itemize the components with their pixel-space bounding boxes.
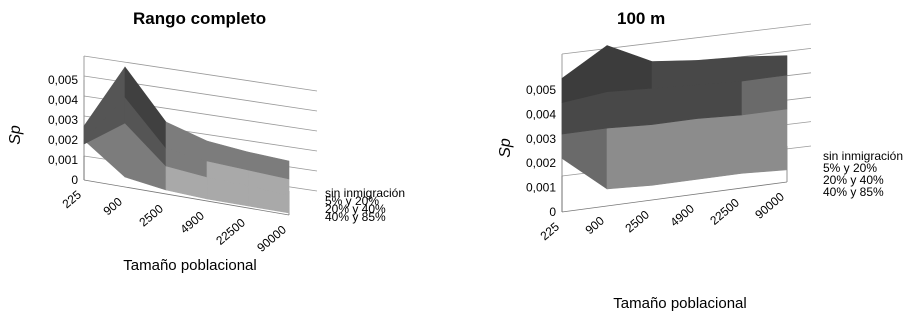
x-axis-title: Tamaño poblacional (123, 257, 256, 274)
x-tick-label: 4900 (667, 201, 697, 229)
y-tick-label: 0,004 (48, 93, 78, 107)
surface (561, 45, 788, 190)
x-tick-label: 22500 (213, 215, 248, 247)
surface-patch (741, 55, 788, 82)
x-tick-label: 225 (60, 187, 85, 211)
chart-panel-rango-completo: Rango completo 0 0,001 0,002 0,003 0,004 0,00… (0, 0, 450, 320)
x-tick-label: 900 (583, 213, 608, 237)
surface-patch (651, 118, 698, 186)
floor-front-edge (561, 181, 788, 213)
x-tick-label: 90000 (254, 222, 289, 254)
y-tick-label: 0 (71, 173, 78, 187)
gridline-back (83, 55, 318, 92)
depth-label: 20% y 40% (823, 173, 884, 187)
y-tick-label: 0,003 (48, 113, 78, 127)
y-tick-label: 0,005 (526, 83, 556, 97)
y-tick-label: 0,002 (48, 133, 78, 147)
depth-label: sin inmigración (325, 186, 405, 200)
depth-label: sin inmigración (823, 149, 903, 163)
depth-label: 40% y 85% (325, 210, 386, 224)
y-tick-label: 0,003 (526, 132, 556, 146)
x-tick-label: 22500 (707, 195, 742, 227)
chart-svg-100m: 0 0,001 0,002 0,003 0,004 0,005 225 900 2500 4900… (497, 23, 903, 312)
surface-patch (606, 87, 653, 129)
y-tick-label: 0,001 (526, 181, 556, 195)
surface-patch (651, 84, 698, 125)
surface-patch (696, 56, 743, 85)
surface-patch (741, 108, 788, 174)
x-tick-label: 225 (538, 219, 563, 243)
chart-title: Rango completo (133, 9, 267, 28)
surface-patch (561, 127, 608, 190)
floor-front-edge (83, 179, 290, 216)
x-axis-title: Tamaño poblacional (613, 295, 746, 312)
surface-patch (696, 114, 743, 180)
surface-patch (606, 124, 653, 190)
y-tick-label: 0 (549, 205, 556, 219)
depth-label: 5% y 20% (325, 194, 379, 208)
y-tick-label: 0,001 (48, 153, 78, 167)
x-tick-label: 900 (101, 194, 126, 218)
chart-title: 100 m (617, 9, 666, 28)
chart-panel-100m: 100 m 0 0,001 0,002 0,003 0,004 0,005 225 900 25… (450, 0, 903, 320)
gridline-back (561, 23, 812, 55)
y-axis-title: Sp (497, 138, 514, 158)
x-tick-label: 2500 (136, 201, 166, 229)
surface (83, 66, 290, 214)
y-tick-label: 0,005 (48, 73, 78, 87)
surface-patch (606, 45, 653, 93)
surface-patch (741, 74, 788, 116)
surface-patch (696, 80, 743, 119)
x-tick-label: 2500 (622, 207, 652, 235)
x-tick-label: 90000 (752, 189, 787, 221)
x-tick-label: 4900 (177, 208, 207, 236)
surface-patch (247, 151, 290, 180)
depth-label: 20% y 40% (325, 202, 386, 216)
chart-svg-rango-completo: 0 0,001 0,002 0,003 0,004 0,005 225 900 2500 4900… (7, 55, 405, 274)
y-tick-label: 0,004 (526, 107, 556, 121)
y-axis-title: Sp (7, 125, 24, 145)
y-tick-label: 0,002 (526, 156, 556, 170)
depth-label: 5% y 20% (823, 161, 877, 175)
depth-label: 40% y 85% (823, 185, 884, 199)
surface-patch (651, 60, 698, 89)
